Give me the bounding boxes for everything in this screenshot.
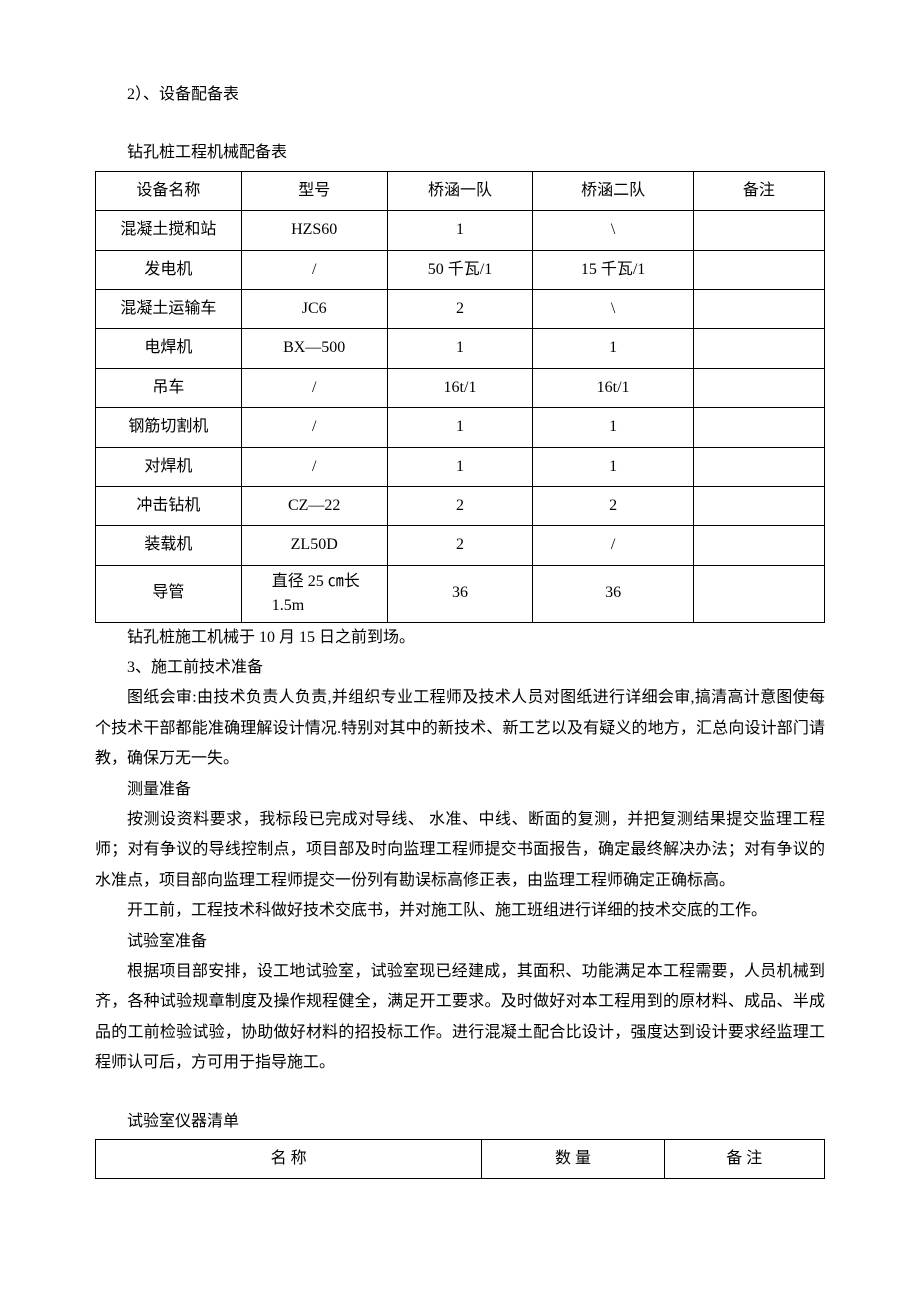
table-cell bbox=[693, 408, 824, 447]
sub-heading-measure: 测量准备 bbox=[95, 775, 825, 805]
table-row: 装载机 ZL50D 2 / bbox=[96, 526, 825, 565]
table-cell bbox=[693, 565, 824, 622]
table-row: 对焊机 / 1 1 bbox=[96, 447, 825, 486]
table-cell bbox=[693, 447, 824, 486]
table-cell: 2 bbox=[387, 526, 533, 565]
table-cell bbox=[693, 368, 824, 407]
table-cell: 装载机 bbox=[96, 526, 242, 565]
table2-caption: 试验室仪器清单 bbox=[95, 1107, 825, 1137]
table-cell: 1 bbox=[533, 329, 693, 368]
table-cell: 2 bbox=[533, 486, 693, 525]
table-cell: 导管 bbox=[96, 565, 242, 622]
table-row: 冲击钻机 CZ—22 2 2 bbox=[96, 486, 825, 525]
table-cell: HZS60 bbox=[241, 211, 387, 250]
table-cell: 15 千瓦/1 bbox=[533, 250, 693, 289]
table-cell: 36 bbox=[533, 565, 693, 622]
table-cell: 1 bbox=[533, 408, 693, 447]
table-row: 发电机 / 50 千瓦/1 15 千瓦/1 bbox=[96, 250, 825, 289]
table-cell bbox=[693, 329, 824, 368]
table-row: 设备名称 型号 桥涵一队 桥涵二队 备注 bbox=[96, 171, 825, 210]
table-cell bbox=[693, 250, 824, 289]
table-cell: 1 bbox=[387, 211, 533, 250]
table-cell: 16t/1 bbox=[387, 368, 533, 407]
table-cell: \ bbox=[533, 289, 693, 328]
table-cell: / bbox=[241, 368, 387, 407]
table-cell: 50 千瓦/1 bbox=[387, 250, 533, 289]
paragraph: 钻孔桩施工机械于 10 月 15 日之前到场。 bbox=[95, 623, 825, 653]
equipment-table: 设备名称 型号 桥涵一队 桥涵二队 备注 混凝土搅和站 HZS60 1 \ 发电… bbox=[95, 171, 825, 623]
table-header-cell: 备注 bbox=[693, 171, 824, 210]
table-row: 导管 直径 25 ㎝长 1.5m 36 36 bbox=[96, 565, 825, 622]
table-header-cell: 备 注 bbox=[664, 1139, 824, 1178]
table-cell: 对焊机 bbox=[96, 447, 242, 486]
table-cell: CZ—22 bbox=[241, 486, 387, 525]
table-cell: 混凝土搅和站 bbox=[96, 211, 242, 250]
table-cell: 钢筋切割机 bbox=[96, 408, 242, 447]
sub-heading-lab: 试验室准备 bbox=[95, 927, 825, 957]
table-row: 电焊机 BX—500 1 1 bbox=[96, 329, 825, 368]
table-cell: / bbox=[241, 408, 387, 447]
table-header-cell: 桥涵二队 bbox=[533, 171, 693, 210]
table-cell: 1 bbox=[533, 447, 693, 486]
table-cell: / bbox=[241, 447, 387, 486]
table-row: 混凝土运输车 JC6 2 \ bbox=[96, 289, 825, 328]
table-cell bbox=[693, 289, 824, 328]
table-cell: 发电机 bbox=[96, 250, 242, 289]
table-cell: \ bbox=[533, 211, 693, 250]
table-cell bbox=[693, 526, 824, 565]
table-row: 名 称 数 量 备 注 bbox=[96, 1139, 825, 1178]
table-cell: 16t/1 bbox=[533, 368, 693, 407]
table-cell bbox=[693, 486, 824, 525]
table-cell: 吊车 bbox=[96, 368, 242, 407]
table-cell: / bbox=[241, 250, 387, 289]
table-cell: 冲击钻机 bbox=[96, 486, 242, 525]
lab-instrument-table: 名 称 数 量 备 注 bbox=[95, 1139, 825, 1179]
table-cell: 电焊机 bbox=[96, 329, 242, 368]
paragraph: 开工前，工程技术科做好技术交底书，并对施工队、施工班组进行详细的技术交底的工作。 bbox=[95, 896, 825, 926]
table-header-cell: 桥涵一队 bbox=[387, 171, 533, 210]
table-cell: ZL50D bbox=[241, 526, 387, 565]
table-cell: BX—500 bbox=[241, 329, 387, 368]
table-cell: 36 bbox=[387, 565, 533, 622]
table-cell: 2 bbox=[387, 289, 533, 328]
table-cell bbox=[693, 211, 824, 250]
table-row: 吊车 / 16t/1 16t/1 bbox=[96, 368, 825, 407]
table-cell: 1 bbox=[387, 329, 533, 368]
table-cell: 混凝土运输车 bbox=[96, 289, 242, 328]
table-header-cell: 数 量 bbox=[482, 1139, 664, 1178]
table-row: 混凝土搅和站 HZS60 1 \ bbox=[96, 211, 825, 250]
section-heading-2: 2）、设备配备表 bbox=[95, 80, 825, 110]
table1-caption: 钻孔桩工程机械配备表 bbox=[95, 138, 825, 168]
table-header-cell: 型号 bbox=[241, 171, 387, 210]
table-cell: JC6 bbox=[241, 289, 387, 328]
table-cell: 2 bbox=[387, 486, 533, 525]
paragraph: 图纸会审:由技术负责人负责,并组织专业工程师及技术人员对图纸进行详细会审,搞清高… bbox=[95, 683, 825, 774]
section-heading-3: 3、施工前技术准备 bbox=[95, 653, 825, 683]
table-cell: 直径 25 ㎝长 1.5m bbox=[241, 565, 387, 622]
table-cell: 1 bbox=[387, 408, 533, 447]
table-header-cell: 名 称 bbox=[96, 1139, 482, 1178]
table-cell: / bbox=[533, 526, 693, 565]
table-cell: 1 bbox=[387, 447, 533, 486]
paragraph: 根据项目部安排，设工地试验室，试验室现已经建成，其面积、功能满足本工程需要，人员… bbox=[95, 957, 825, 1079]
paragraph: 按测设资料要求，我标段已完成对导线、 水准、中线、断面的复测，并把复测结果提交监… bbox=[95, 805, 825, 896]
table-row: 钢筋切割机 / 1 1 bbox=[96, 408, 825, 447]
table-header-cell: 设备名称 bbox=[96, 171, 242, 210]
